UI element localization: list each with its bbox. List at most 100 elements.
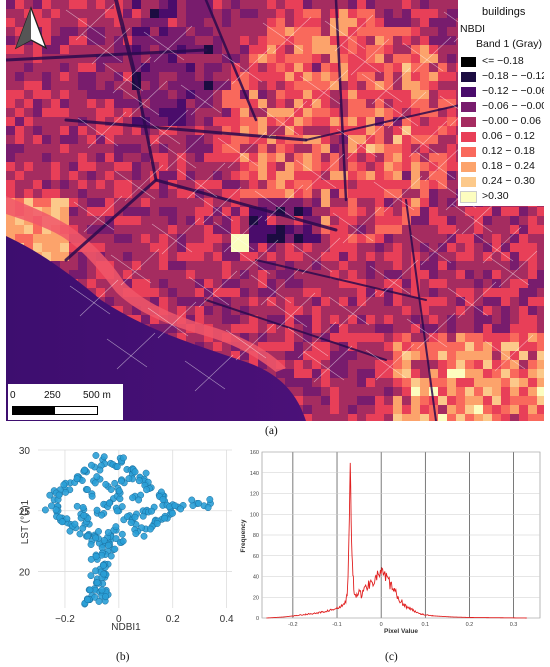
scale-segment-white xyxy=(54,406,98,415)
scatter-point xyxy=(129,494,137,502)
scatter-y-tick-label: 25 xyxy=(19,507,31,518)
scatter-point xyxy=(96,466,104,474)
scatter-point xyxy=(66,527,74,535)
scatter-point xyxy=(113,507,121,515)
scatter-point xyxy=(188,496,196,504)
scatter-point xyxy=(105,499,113,507)
histogram-x-tick-label: 0.1 xyxy=(421,622,429,628)
scatter-point xyxy=(98,511,105,519)
scatter-point xyxy=(131,468,139,476)
scatter-point xyxy=(107,486,115,493)
histogram-x-tick-label: 0 xyxy=(380,622,383,628)
histogram-y-label: Frequency xyxy=(240,519,247,552)
scatter-point xyxy=(46,491,54,499)
scatter-point xyxy=(169,509,176,517)
legend-class-1: −0.18 − −0.12 xyxy=(458,70,544,84)
scatter-point xyxy=(125,475,133,483)
histogram-y-tick-label: 80 xyxy=(253,533,259,539)
legend-swatch xyxy=(461,162,476,172)
legend-swatch xyxy=(461,87,476,97)
scatter-point xyxy=(142,469,150,477)
scale-label-0: 0 xyxy=(10,390,16,401)
scatter-point xyxy=(58,518,66,526)
scatter-point xyxy=(92,553,100,560)
scatter-point xyxy=(52,506,60,514)
legend-class-7: 0.18 − 0.24 xyxy=(458,160,544,174)
scatter-point xyxy=(171,502,179,510)
histogram-chart: -0.2 -0.1 0 0.1 0.2 0.3020406080100120140160 … xyxy=(240,450,541,635)
scatter-point xyxy=(87,541,95,548)
legend-class-label: 0.06 − 0.12 xyxy=(482,130,535,142)
scatter-point xyxy=(84,596,92,604)
legend-class-8: 0.24 − 0.30 xyxy=(458,175,544,189)
legend-class-label: 0.12 − 0.18 xyxy=(482,145,535,157)
scatter-point xyxy=(112,535,120,543)
legend-class-3: −0.06 − −0.00 xyxy=(458,100,544,114)
scatter-point xyxy=(91,479,99,487)
scatter-point xyxy=(161,514,169,522)
scatter-point xyxy=(127,519,135,527)
scatter-point xyxy=(84,532,91,540)
scale-bar: 0 250 500 m xyxy=(8,384,123,420)
scatter-point xyxy=(118,503,126,511)
scatter-point xyxy=(116,495,124,503)
legend-raster-name: NBDI xyxy=(460,23,486,35)
histogram-y-tick-label: 120 xyxy=(250,492,259,498)
scatter-y-label: LST (°C)1 xyxy=(20,499,31,544)
scatter-point xyxy=(177,505,185,513)
scatter-point xyxy=(148,507,156,515)
scatter-point xyxy=(83,486,91,493)
histogram-y-tick-label: 40 xyxy=(253,575,259,581)
scatter-point xyxy=(95,597,103,605)
scatter-point xyxy=(93,579,101,587)
caption-c: (c) xyxy=(385,651,398,663)
scatter-point xyxy=(92,567,100,575)
scatter-point xyxy=(146,525,154,533)
histogram-x-tick-label: -0.1 xyxy=(332,622,341,628)
scatter-x-tick-label: 0 xyxy=(116,614,122,625)
legend-class-9: >0.30 xyxy=(458,190,544,204)
legend-layer-name: buildings xyxy=(482,6,526,18)
histogram-x-tick-label: -0.2 xyxy=(288,622,297,628)
scatter-point xyxy=(113,463,121,471)
histogram-y-tick-label: 60 xyxy=(253,554,259,560)
histogram-y-tick-label: 20 xyxy=(253,595,259,601)
scatter-point xyxy=(159,496,167,503)
scatter-x-tick-label: 0.4 xyxy=(220,614,234,625)
legend-swatch xyxy=(461,117,476,127)
scatter-point xyxy=(93,473,101,481)
scatter-point xyxy=(92,534,100,542)
scatter-chart: −0.2 0 0.2 0.4 20 25 30 NDBI1 LST (°C)1 xyxy=(19,446,234,633)
scatter-point xyxy=(73,475,81,483)
scatter-point xyxy=(100,570,108,578)
map-legend: buildings NBDI Band 1 (Gray) <= −0.18 −0.… xyxy=(458,0,544,206)
scatter-point xyxy=(111,545,119,553)
scatter-point xyxy=(111,479,119,487)
scatter-y-tick-label: 30 xyxy=(19,446,31,457)
legend-band-label: Band 1 (Gray) xyxy=(476,38,542,50)
scatter-point xyxy=(102,593,110,601)
scatter-point xyxy=(143,486,151,494)
legend-class-label: −0.12 − −0.06 xyxy=(482,85,544,97)
scatter-point xyxy=(87,572,95,580)
legend-class-2: −0.12 − −0.06 xyxy=(458,85,544,99)
scatter-point xyxy=(79,504,87,511)
scatter-point xyxy=(153,520,161,527)
scatter-point xyxy=(120,454,127,462)
legend-class-label: −0.18 − −0.12 xyxy=(482,70,544,82)
legend-class-0: <= −0.18 xyxy=(458,55,544,69)
scatter-point xyxy=(81,466,88,474)
north-arrow-icon xyxy=(14,6,48,52)
legend-class-5: 0.06 − 0.12 xyxy=(458,130,544,144)
scatter-point xyxy=(206,496,214,503)
scatter-point xyxy=(99,561,107,569)
scatter-x-label: NDBI1 xyxy=(111,622,141,633)
caption-b: (b) xyxy=(116,651,130,663)
scatter-point xyxy=(100,453,108,461)
legend-class-label: −0.06 − −0.00 xyxy=(482,100,544,112)
scatter-point xyxy=(60,481,68,489)
scatter-point xyxy=(71,520,79,528)
scatter-point xyxy=(131,513,139,521)
scatter-x-tick-label: −0.2 xyxy=(55,614,75,625)
scatter-point xyxy=(98,586,106,594)
